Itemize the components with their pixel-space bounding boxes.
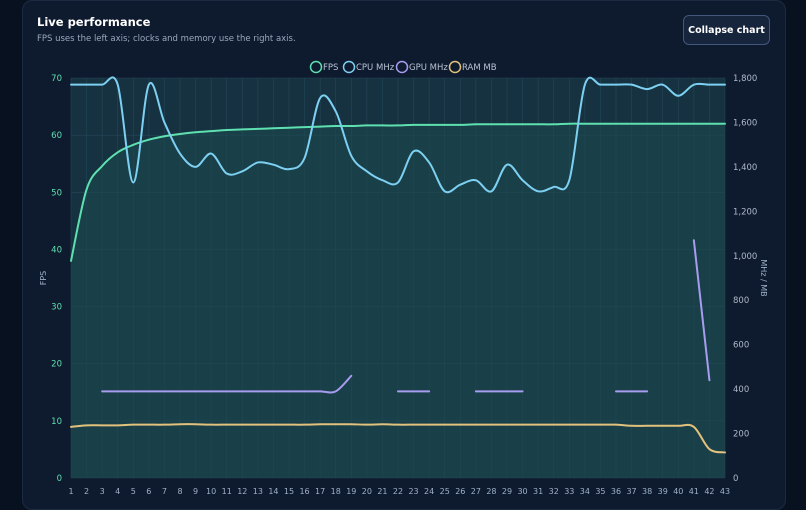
- cpu-mhz-legend-icon: [342, 60, 356, 74]
- x-tick-label: 18: [331, 487, 341, 496]
- x-tick-label: 30: [517, 487, 527, 496]
- y-right-tick-label: 1,200: [733, 207, 757, 217]
- x-tick-label: 41: [689, 487, 699, 496]
- x-tick-label: 37: [626, 487, 636, 496]
- x-tick-label: 36: [611, 487, 621, 496]
- x-tick-label: 17: [315, 487, 325, 496]
- x-tick-label: 2: [84, 487, 89, 496]
- x-tick-label: 34: [580, 487, 590, 496]
- x-tick-label: 16: [299, 487, 309, 496]
- gpu-mhz-series-line: [101, 374, 353, 394]
- ram-mb-legend-label: RAM MB: [462, 63, 497, 73]
- x-tick-label: 7: [162, 487, 167, 496]
- y-right-tick-label: 200: [733, 430, 749, 440]
- x-tick-label: 11: [222, 487, 232, 496]
- y-left-tick-label: 60: [51, 131, 62, 141]
- x-tick-label: 24: [424, 487, 434, 496]
- ram-mb-legend-icon: [448, 60, 462, 74]
- panel-subtitle: FPS uses the left axis; clocks and memor…: [37, 34, 296, 44]
- fps-series-line: [70, 122, 726, 262]
- y-left-axis-title: FPS: [39, 271, 48, 286]
- x-tick-label: 42: [704, 487, 714, 496]
- fps-legend-label: FPS: [323, 63, 338, 73]
- x-tick-label: 13: [253, 487, 263, 496]
- x-tick-label: 28: [486, 487, 496, 496]
- x-tick-label: 38: [642, 487, 652, 496]
- y-left-tick-label: 0: [57, 474, 62, 484]
- x-tick-label: 1: [68, 487, 73, 496]
- y-left-tick-label: 10: [51, 417, 62, 427]
- y-right-tick-label: 1,400: [733, 163, 757, 173]
- x-tick-label: 15: [284, 487, 294, 496]
- x-tick-label: 40: [673, 487, 683, 496]
- x-tick-label: 12: [237, 487, 247, 496]
- fps-area-fill: [71, 123, 725, 478]
- y-right-tick-label: 1,600: [733, 118, 757, 128]
- collapse-chart-button[interactable]: Collapse chart: [683, 15, 770, 45]
- y-right-tick-label: 600: [733, 341, 749, 351]
- gpu-mhz-series-line: [692, 239, 711, 382]
- y-right-tick-label: 800: [733, 296, 749, 306]
- x-tick-label: 3: [100, 487, 105, 496]
- y-left-tick-label: 70: [51, 74, 62, 84]
- ram-mb-series-line: [70, 423, 726, 454]
- x-tick-label: 19: [346, 487, 356, 496]
- y-left-tick-label: 20: [51, 360, 62, 370]
- x-tick-label: 4: [115, 487, 120, 496]
- x-tick-label: 8: [177, 487, 182, 496]
- gpu-mhz-legend-label: GPU MHz: [409, 63, 448, 73]
- x-tick-label: 32: [549, 487, 559, 496]
- x-tick-label: 43: [720, 487, 730, 496]
- cpu-mhz-series-line: [70, 76, 726, 194]
- y-right-axis-title: MHz / MB: [759, 259, 768, 296]
- gpu-mhz-legend-icon: [395, 60, 409, 74]
- x-tick-label: 26: [455, 487, 465, 496]
- x-tick-label: 39: [658, 487, 668, 496]
- x-tick-label: 22: [393, 487, 403, 496]
- cpu-mhz-legend-label: CPU MHz: [356, 63, 395, 73]
- x-tick-label: 6: [146, 487, 151, 496]
- y-left-tick-label: 40: [51, 245, 62, 255]
- x-tick-label: 14: [268, 487, 278, 496]
- x-tick-label: 20: [362, 487, 372, 496]
- panel-title: Live performance: [37, 15, 151, 29]
- x-tick-label: 31: [533, 487, 543, 496]
- x-tick-label: 29: [502, 487, 512, 496]
- y-right-tick-label: 400: [733, 385, 749, 395]
- x-tick-label: 10: [206, 487, 216, 496]
- x-tick-label: 21: [377, 487, 387, 496]
- fps-legend-icon: [309, 60, 323, 74]
- x-tick-label: 9: [193, 487, 198, 496]
- x-tick-label: 5: [131, 487, 136, 496]
- x-tick-label: 25: [440, 487, 450, 496]
- y-left-tick-label: 50: [51, 188, 62, 198]
- y-right-tick-label: 0: [733, 474, 738, 484]
- x-tick-label: 23: [408, 487, 418, 496]
- x-tick-label: 27: [471, 487, 481, 496]
- y-right-tick-label: 1,000: [733, 252, 757, 262]
- x-tick-label: 35: [595, 487, 605, 496]
- y-left-tick-label: 30: [51, 303, 62, 313]
- x-tick-label: 33: [564, 487, 574, 496]
- y-right-tick-label: 1,800: [733, 74, 757, 84]
